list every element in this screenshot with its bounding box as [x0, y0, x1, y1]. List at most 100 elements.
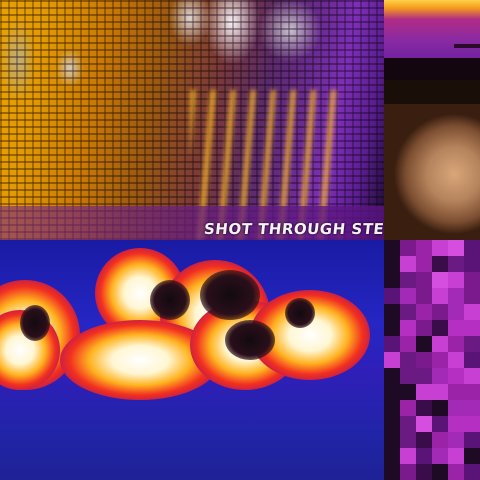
mosaic-pixel [400, 432, 416, 448]
mosaic-pixel [384, 448, 400, 464]
mosaic-pixel [416, 432, 432, 448]
mosaic-pixel [400, 256, 416, 272]
mosaic-pixel [400, 336, 416, 352]
thermal-strip-panel [384, 0, 480, 80]
mosaic-pixel [432, 448, 448, 464]
dark-spot [200, 270, 260, 320]
mosaic-pixel [432, 464, 448, 480]
dark-spot [150, 280, 190, 320]
mosaic-pixel [384, 256, 400, 272]
mosaic-pixel [464, 240, 480, 256]
mosaic-pixel [448, 288, 464, 304]
mosaic-pixel [432, 384, 448, 400]
mosaic-pixel [416, 448, 432, 464]
mosaic-pixel [448, 384, 464, 400]
mosaic-pixel [416, 352, 432, 368]
mosaic-pixel [400, 448, 416, 464]
dark-bar [454, 44, 480, 48]
mosaic-pixel [416, 384, 432, 400]
mosaic-pixel [384, 464, 400, 480]
mosaic-pixel [400, 304, 416, 320]
pixel-mosaic [384, 240, 480, 480]
mosaic-pixel [400, 464, 416, 480]
mosaic-pixel [448, 352, 464, 368]
mosaic-pixel [384, 240, 400, 256]
overlay-caption: SHOT THROUGH STE [202, 220, 384, 238]
mosaic-pixel [464, 304, 480, 320]
mosaic-pixel [464, 288, 480, 304]
mosaic-pixel [432, 400, 448, 416]
mosaic-pixel [384, 288, 400, 304]
mosaic-pixel [384, 400, 400, 416]
mosaic-pixel [400, 368, 416, 384]
thermal-fabric-panel: SHOT THROUGH STE [0, 0, 384, 240]
mosaic-pixel [448, 304, 464, 320]
pixelated-panel [384, 240, 480, 480]
mosaic-pixel [416, 464, 432, 480]
mosaic-pixel [416, 416, 432, 432]
mosaic-pixel [448, 432, 464, 448]
mosaic-pixel [432, 272, 448, 288]
mosaic-pixel [416, 240, 432, 256]
mosaic-pixel [448, 416, 464, 432]
mosaic-pixel [464, 448, 480, 464]
mosaic-pixel [432, 240, 448, 256]
mosaic-pixel [448, 448, 464, 464]
mosaic-pixel [432, 416, 448, 432]
mosaic-pixel [448, 336, 464, 352]
mosaic-pixel [400, 384, 416, 400]
mosaic-pixel [464, 368, 480, 384]
mosaic-pixel [416, 320, 432, 336]
mosaic-pixel [432, 352, 448, 368]
mosaic-pixel [432, 256, 448, 272]
mosaic-pixel [384, 384, 400, 400]
dark-spot [20, 305, 50, 341]
mosaic-pixel [400, 240, 416, 256]
mosaic-pixel [384, 416, 400, 432]
mosaic-pixel [432, 288, 448, 304]
mosaic-pixel [448, 464, 464, 480]
mosaic-pixel [448, 256, 464, 272]
mosaic-pixel [464, 384, 480, 400]
dark-spot [225, 320, 275, 360]
mosaic-pixel [384, 432, 400, 448]
mosaic-pixel [416, 368, 432, 384]
mosaic-pixel [416, 304, 432, 320]
mosaic-pixel [416, 400, 432, 416]
mosaic-pixel [464, 320, 480, 336]
mosaic-pixel [384, 368, 400, 384]
mosaic-pixel [384, 352, 400, 368]
mosaic-pixel [400, 400, 416, 416]
mosaic-pixel [464, 432, 480, 448]
mosaic-pixel [384, 336, 400, 352]
mosaic-pixel [464, 464, 480, 480]
mosaic-pixel [400, 416, 416, 432]
mosaic-pixel [400, 320, 416, 336]
mosaic-pixel [464, 352, 480, 368]
mosaic-pixel [464, 256, 480, 272]
mosaic-pixel [400, 352, 416, 368]
mosaic-pixel [384, 272, 400, 288]
mosaic-pixel [432, 320, 448, 336]
mosaic-pixel [464, 336, 480, 352]
dark-edge [384, 58, 480, 80]
mosaic-pixel [464, 272, 480, 288]
mosaic-pixel [400, 288, 416, 304]
mosaic-pixel [416, 256, 432, 272]
mosaic-pixel [448, 368, 464, 384]
mosaic-pixel [416, 272, 432, 288]
mosaic-pixel [384, 320, 400, 336]
mosaic-pixel [432, 336, 448, 352]
mosaic-pixel [464, 416, 480, 432]
warm-sphere-panel [384, 80, 480, 240]
mosaic-pixel [400, 272, 416, 288]
heat-blob-panel [0, 240, 384, 480]
warm-sphere [384, 104, 480, 240]
mosaic-pixel [416, 288, 432, 304]
mosaic-pixel [432, 368, 448, 384]
mosaic-pixel [432, 304, 448, 320]
mosaic-pixel [448, 240, 464, 256]
mosaic-pixel [448, 272, 464, 288]
mosaic-pixel [448, 400, 464, 416]
